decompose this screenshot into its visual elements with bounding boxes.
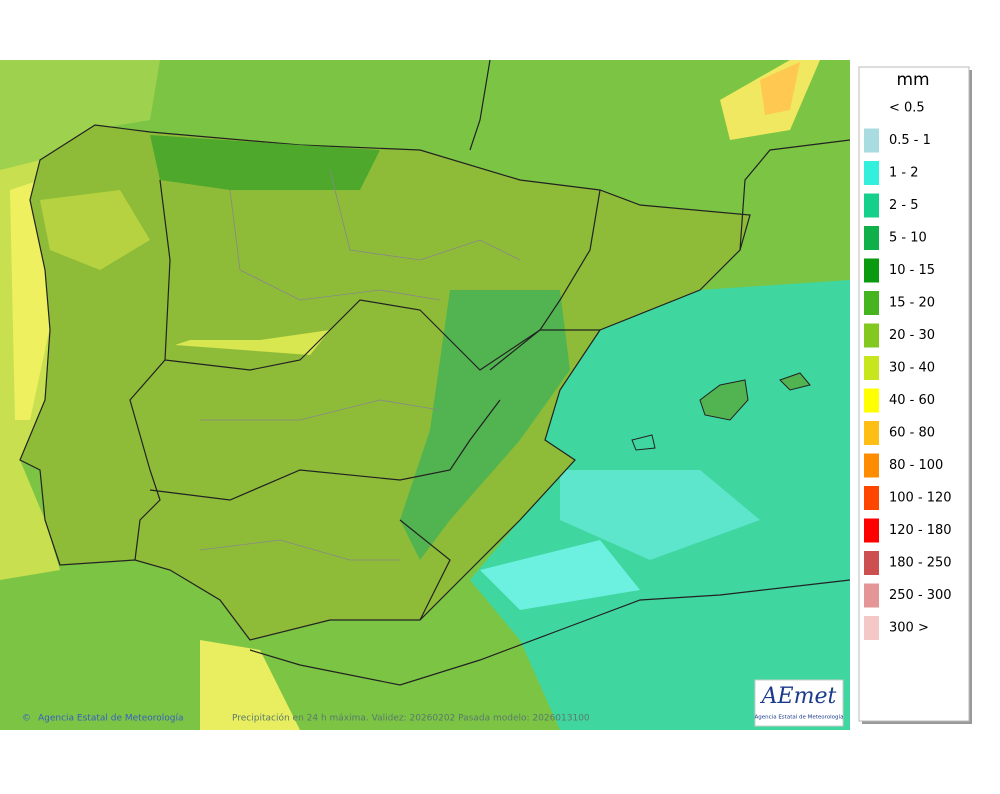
legend-label: < 0.5 [889,101,925,116]
caption: Precipitación en 24 h máxima. Validez: 2… [232,713,590,724]
island [631,434,656,451]
border [129,179,171,561]
legend-label: 30 - 40 [889,361,935,376]
legend-label: 80 - 100 [889,458,943,473]
legend-swatch [864,583,879,608]
land-zone [200,640,300,730]
legend-label: 2 - 5 [889,198,919,213]
africa-coast [249,579,851,686]
sea-zone [760,62,800,115]
legend-title: mm [896,70,929,90]
legend-swatch [864,388,879,413]
sea-zone [560,470,760,560]
legend-label: 180 - 250 [889,556,952,571]
province-line [229,189,441,301]
province-line [199,539,400,561]
legend-label: 15 - 20 [889,296,935,311]
border [149,399,501,501]
legend-label: 20 - 30 [889,328,935,343]
map [0,59,851,730]
legend-swatch [864,551,879,575]
island [779,372,811,391]
legend-swatch [864,486,879,510]
logo-box [754,679,844,727]
legend-label: 60 - 80 [889,426,935,441]
legend-swatch [864,161,879,185]
legend-label: 300 > [889,621,929,636]
island [699,379,749,421]
sea-zone [0,60,160,170]
border [469,59,491,151]
border [489,189,601,371]
legend-items: < 0.5 0.5 - 1 1 - 2 2 - 5 5 - 10 10 - 15 15 - … [864,101,952,640]
legend-swatch [864,226,879,250]
legend-swatch [864,453,879,478]
legend-label: 1 - 2 [889,166,919,181]
legend-swatch [864,421,879,445]
legend-swatch [864,518,879,543]
logo-subtitle: Agencia Estatal de Meteorología [755,714,844,721]
legend-swatch [864,193,879,218]
credit-icon: © [22,714,31,724]
iberian-peninsula [19,124,751,641]
legend-swatch [864,616,879,640]
legend-swatch [864,258,879,283]
legend-label: 250 - 300 [889,588,952,603]
land-zone [40,190,150,270]
legend-swatch [864,291,879,315]
legend-swatch [864,128,879,153]
france-coast [739,139,851,251]
province-line [200,399,441,421]
legend-swatch [864,323,879,348]
land-zone [400,290,570,560]
legend-label: 40 - 60 [889,393,935,408]
legend-label: 0.5 - 1 [889,133,931,148]
province-line [329,169,521,261]
legend-label: 10 - 15 [889,263,935,278]
border [164,299,600,371]
credit: Agencia Estatal de Meteorología [38,714,184,724]
sea-zone [480,540,640,610]
legend-label: 100 - 120 [889,491,952,506]
land-zone [150,135,380,190]
land-zone [175,330,330,355]
legend-label: 5 - 10 [889,231,927,246]
legend-swatch [864,356,879,380]
legend-label: 120 - 180 [889,523,952,538]
logo-name: AEmet [760,684,837,709]
border [399,519,451,621]
